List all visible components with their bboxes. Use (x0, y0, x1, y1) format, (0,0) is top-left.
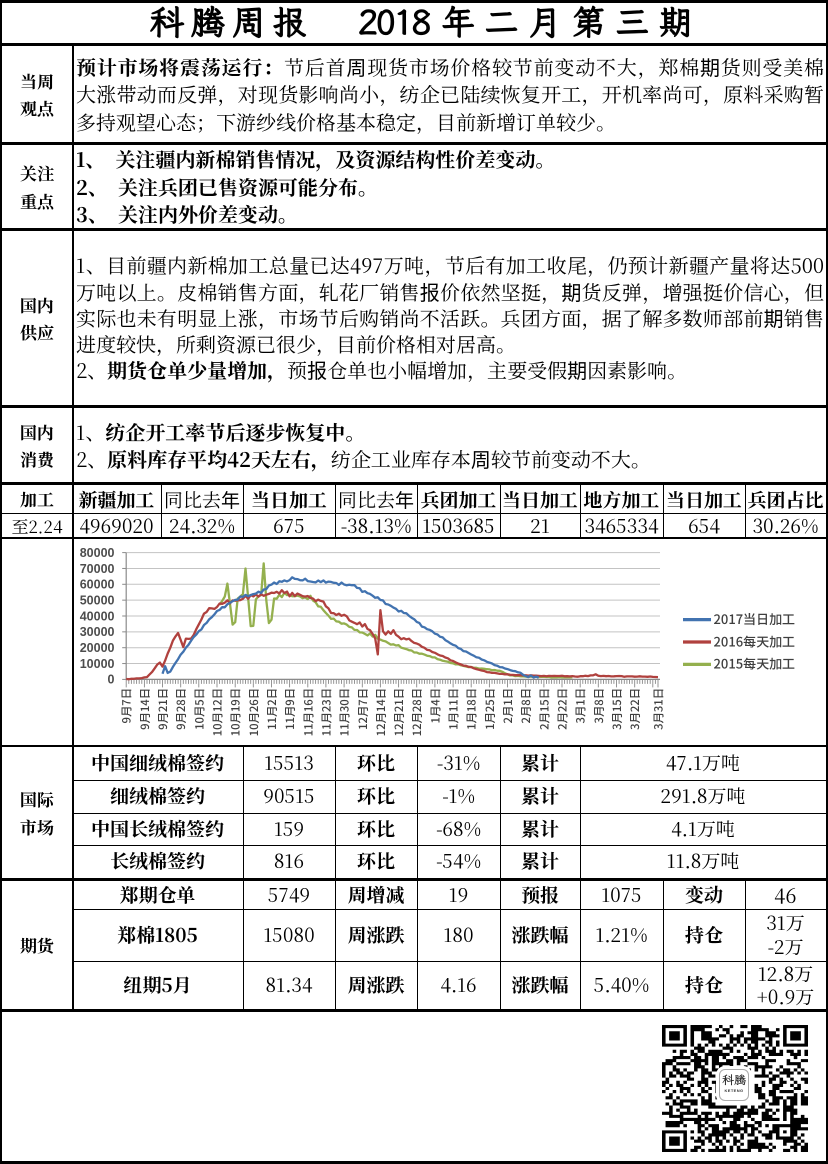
svg-text:10月26日: 10月26日 (246, 688, 262, 736)
svg-text:10000: 10000 (80, 657, 115, 671)
svg-text:9月14日: 9月14日 (137, 688, 153, 730)
svg-text:9月28日: 9月28日 (173, 688, 189, 730)
svg-text:12月21日: 12月21日 (391, 688, 407, 736)
svg-text:1月11日: 1月11日 (446, 688, 462, 730)
svg-text:2月1日: 2月1日 (500, 688, 516, 723)
svg-text:3月8日: 3月8日 (591, 688, 607, 723)
svg-text:10月19日: 10月19日 (228, 688, 244, 736)
svg-text:30000: 30000 (80, 625, 115, 639)
svg-text:80000: 80000 (80, 546, 115, 560)
svg-text:2016每天加工: 2016每天加工 (714, 631, 796, 650)
svg-text:9月7日: 9月7日 (119, 688, 135, 723)
svg-text:10月12日: 10月12日 (210, 688, 226, 736)
svg-text:1月25日: 1月25日 (482, 688, 498, 730)
svg-text:3月22日: 3月22日 (627, 688, 643, 730)
svg-text:10月5日: 10月5日 (191, 688, 207, 730)
svg-text:3月31日: 3月31日 (651, 688, 667, 730)
svg-text:1月18日: 1月18日 (464, 688, 480, 730)
svg-text:1月4日: 1月4日 (427, 688, 443, 723)
svg-text:11月9日: 11月9日 (282, 688, 298, 730)
svg-text:9月21日: 9月21日 (155, 688, 171, 730)
svg-text:60000: 60000 (80, 578, 115, 592)
svg-text:12月14日: 12月14日 (373, 688, 389, 736)
svg-text:2015每天加工: 2015每天加工 (714, 654, 796, 673)
svg-text:3月15日: 3月15日 (609, 688, 625, 730)
svg-text:2月22日: 2月22日 (555, 688, 571, 730)
svg-text:3月1日: 3月1日 (573, 688, 589, 723)
svg-text:50000: 50000 (80, 593, 115, 607)
svg-text:2月8日: 2月8日 (518, 688, 534, 723)
svg-text:12月28日: 12月28日 (409, 688, 425, 736)
svg-text:12月7日: 12月7日 (355, 688, 371, 730)
svg-text:11月2日: 11月2日 (264, 688, 280, 730)
svg-text:11月16日: 11月16日 (300, 688, 316, 736)
svg-text:2017当日加工: 2017当日加工 (714, 609, 796, 628)
svg-text:2月15日: 2月15日 (536, 688, 552, 730)
svg-text:20000: 20000 (80, 641, 115, 655)
svg-text:11月23日: 11月23日 (318, 688, 334, 736)
svg-text:0: 0 (108, 673, 115, 687)
svg-text:70000: 70000 (80, 562, 115, 576)
svg-text:40000: 40000 (80, 609, 115, 623)
svg-text:11月30日: 11月30日 (337, 688, 353, 736)
